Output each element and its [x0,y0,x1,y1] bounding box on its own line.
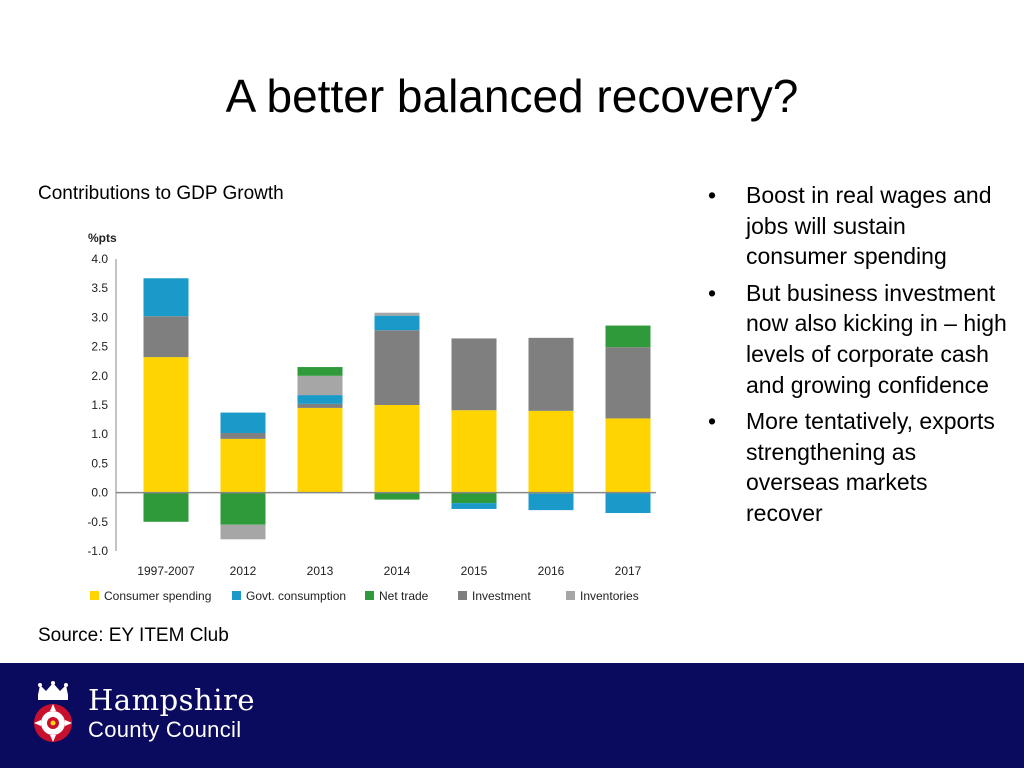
x-tick-label: 2012 [230,564,257,578]
bar-segment-govt-consumption-2015 [451,503,497,509]
bar-segment-consumer-spending-1997-2007 [143,357,189,493]
legend-swatch [566,591,575,600]
hampshire-logo[interactable]: Hampshire County Council [30,681,270,751]
y-axis-label: %pts [88,231,117,245]
hampshire-rose-crown-emblem-icon [34,681,72,742]
y-tick-label: 1.0 [91,427,108,441]
org-name-line-1: Hampshire [88,683,256,717]
bullet-text: But business investment now also kicking… [746,279,1007,398]
bullet-text: Boost in real wages and jobs will sustai… [746,182,992,270]
bullet-marker: • [708,408,717,435]
legend-entry: Net trade [379,589,429,603]
bullet-item-investment: • But business investment now also kicki… [708,278,1008,400]
y-tick-label: 0.5 [91,456,108,470]
bar-segment-consumer-spending-2014 [374,405,420,493]
y-tick-label: 2.5 [91,340,108,354]
bar-segment-net-trade-2012 [220,492,266,525]
legend-swatch [232,591,241,600]
bar-segment-investment-2015 [451,338,497,411]
x-tick-label: 2013 [307,564,334,578]
bar-segment-consumer-spending-2017 [605,418,651,493]
x-tick-label: 1997-2007 [137,564,195,578]
slide-title: A better balanced recovery? [225,70,799,122]
gdp-contributions-chart: %pts 4.0 3.5 3.0 2.5 2.0 1.5 1.0 0.5 0.0 -0.5 -1.0 1… [87,231,656,603]
bar-segment-investment-2013 [297,403,343,408]
y-tick-label: 4.0 [91,252,108,266]
legend-entry: Investment [472,589,531,603]
bar-segment-govt-consumption-2014 [374,315,420,331]
bar-segment-investment-1997-2007 [143,316,189,358]
x-tick-label: 2017 [615,564,642,578]
legend-entry: Govt. consumption [246,589,346,603]
bar-segment-net-trade-2017 [605,325,651,348]
bar-segment-net-trade-1997-2007 [143,492,189,522]
bar-segment-consumer-spending-2013 [297,407,343,493]
bar-segment-investment-2017 [605,347,651,419]
x-tick-label: 2014 [384,564,411,578]
legend-entry: Consumer spending [104,589,211,603]
bullet-text: More tentatively, exports strengthening … [746,408,995,526]
chart-caption: Contributions to GDP Growth [38,183,284,204]
bar-segment-inventories-2012 [220,524,266,540]
legend-entry: Inventories [580,589,639,603]
y-tick-label: -1.0 [87,544,108,558]
bullet-item-wages: • Boost in real wages and jobs will sust… [708,180,1008,272]
bar-segment-govt-consumption-2012 [220,412,266,434]
x-tick-label: 2015 [461,564,488,578]
source-note: Source: EY ITEM Club [38,625,229,646]
legend-swatch [90,591,99,600]
bar-segment-govt-consumption-2017 [605,492,651,514]
bar-segment-net-trade-2015 [451,492,497,504]
y-tick-label: -0.5 [87,515,108,529]
y-tick-label: 3.5 [91,281,108,295]
bullet-item-exports: • More tentatively, exports strengthenin… [708,406,1008,528]
y-tick-label: 0.0 [91,486,108,500]
bar-segment-investment-2014 [374,330,420,405]
bar-segment-inventories-2014 [374,312,420,316]
legend-swatch [365,591,374,600]
x-tick-label: 2016 [538,564,565,578]
bar-segment-inventories-2013 [297,375,343,396]
bullet-marker: • [708,279,717,306]
bar-segment-consumer-spending-2015 [451,410,497,493]
bar-segment-consumer-spending-2016 [528,410,574,493]
y-tick-label: 2.0 [91,369,108,383]
org-name-line-2: County Council [88,717,242,742]
bar-segment-consumer-spending-2012 [220,438,266,493]
bar-segment-net-trade-2014 [374,492,420,500]
bar-segment-govt-consumption-2016 [528,493,574,511]
y-tick-label: 1.5 [91,398,108,412]
y-tick-label: 3.0 [91,310,108,324]
bullet-marker: • [708,182,717,208]
bullet-list: • Boost in real wages and jobs will sust… [708,180,1008,535]
bar-segment-govt-consumption-2013 [297,395,343,404]
bar-segment-investment-2012 [220,433,266,439]
legend-swatch [458,591,467,600]
footer-band: Hampshire County Council [0,663,1024,768]
bar-segment-govt-consumption-1997-2007 [143,278,189,317]
bar-segment-investment-2016 [528,337,574,411]
bar-segment-net-trade-2013 [297,367,343,376]
